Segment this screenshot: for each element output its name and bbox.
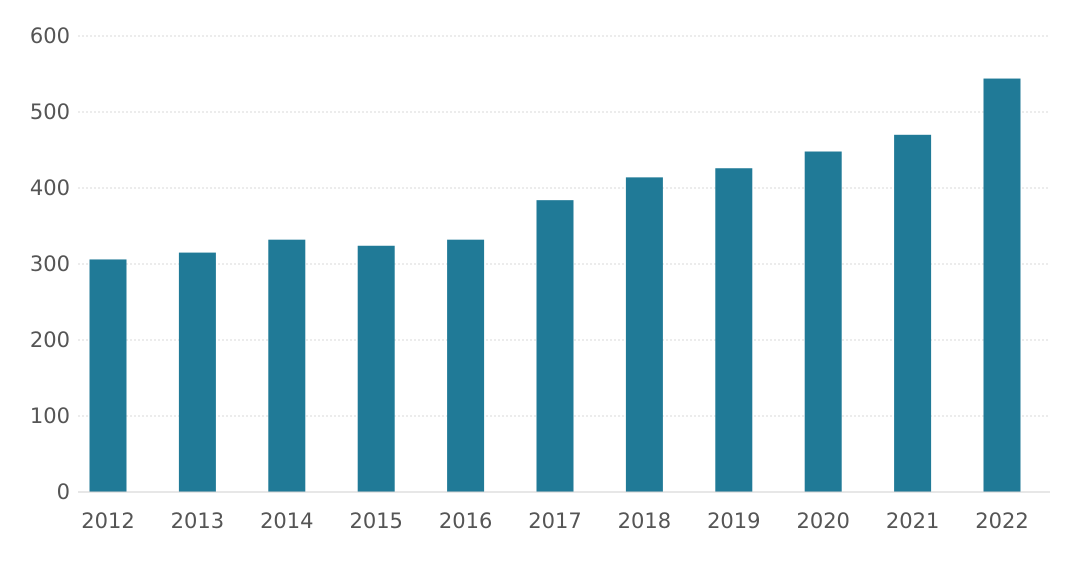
bar-2013 <box>178 252 216 492</box>
y-tick-label: 600 <box>30 24 70 48</box>
bar-2015 <box>357 245 395 492</box>
x-tick-label: 2015 <box>349 509 402 533</box>
bar-2014 <box>268 239 306 492</box>
bar-2020 <box>804 151 842 492</box>
bar-2021 <box>894 134 932 493</box>
y-tick-label: 300 <box>30 252 70 276</box>
y-tick-label: 100 <box>30 404 70 428</box>
x-tick-label: 2012 <box>81 509 134 533</box>
bar-2016 <box>447 239 485 492</box>
y-tick-label: 400 <box>30 176 70 200</box>
bar-2018 <box>625 177 663 493</box>
x-axis-tick-labels: 2012 2013 2014 2015 2016 2017 2018 2019 2020 2021… <box>81 509 1028 533</box>
x-tick-label: 2022 <box>975 509 1028 533</box>
y-tick-label: 0 <box>57 480 70 504</box>
x-tick-label: 2020 <box>796 509 849 533</box>
x-tick-label: 2018 <box>618 509 671 533</box>
bars <box>89 78 1021 493</box>
x-tick-label: 2021 <box>886 509 939 533</box>
bar-2019 <box>715 168 753 493</box>
bar-2017 <box>536 200 574 492</box>
x-tick-label: 2017 <box>528 509 581 533</box>
y-axis-tick-labels: 0 100 200 300 400 500 600 <box>30 24 70 504</box>
x-tick-label: 2014 <box>260 509 313 533</box>
x-tick-label: 2016 <box>439 509 492 533</box>
bar-2022 <box>983 78 1021 492</box>
x-tick-label: 2019 <box>707 509 760 533</box>
x-tick-label: 2013 <box>171 509 224 533</box>
bar-2012 <box>89 259 127 492</box>
y-tick-label: 500 <box>30 100 70 124</box>
y-tick-label: 200 <box>30 328 70 352</box>
